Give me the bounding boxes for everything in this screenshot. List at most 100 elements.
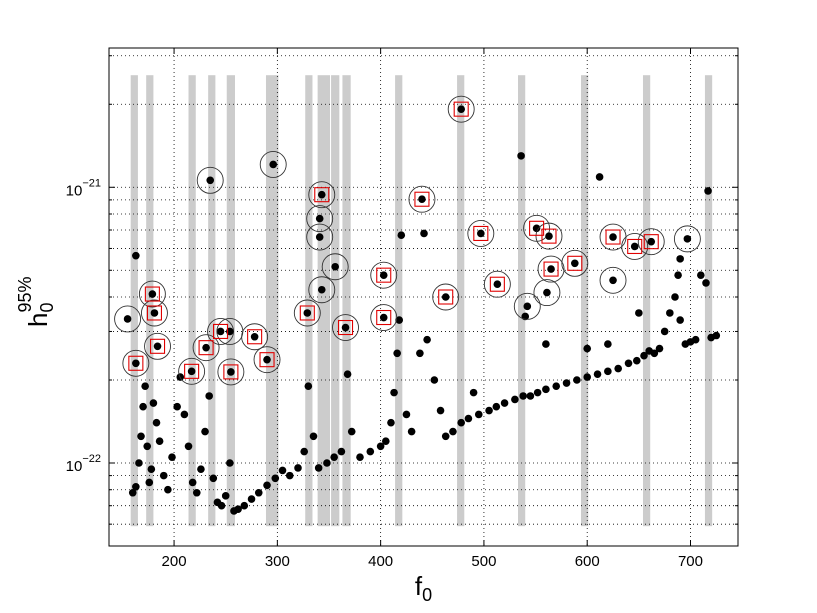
square-marker [567, 255, 583, 271]
band [642, 75, 651, 527]
point [691, 335, 700, 344]
point [655, 344, 664, 353]
square-marker [376, 267, 392, 283]
x-tick-label: 600 [575, 553, 600, 570]
point [317, 285, 326, 294]
point [387, 418, 395, 427]
point [441, 293, 450, 301]
square-marker [198, 340, 214, 356]
point [418, 195, 426, 204]
point [402, 410, 411, 419]
point [202, 343, 210, 352]
point [278, 466, 287, 475]
circle-marker [217, 358, 245, 386]
circle-marker [599, 266, 627, 294]
x-axis-label: f0 [415, 571, 432, 605]
point [393, 349, 401, 358]
point [285, 471, 294, 480]
circle-marker [637, 228, 665, 256]
point [436, 406, 445, 415]
point [164, 485, 172, 494]
square-marker [489, 276, 505, 292]
circle-marker [241, 323, 269, 351]
circle-marker [370, 304, 398, 331]
point [573, 376, 581, 384]
point [702, 279, 710, 287]
point [457, 418, 465, 427]
point [309, 432, 318, 441]
point [217, 501, 226, 510]
point [676, 255, 684, 263]
square-marker [184, 363, 200, 379]
point [474, 410, 483, 419]
circle-marker [114, 305, 142, 333]
y-tick-label-base: 10 [66, 458, 83, 475]
circle-marker [138, 280, 166, 308]
point [263, 481, 271, 490]
circle-marker [122, 349, 150, 377]
point [226, 459, 234, 467]
point [485, 406, 493, 415]
point [323, 459, 331, 467]
point [315, 214, 324, 223]
square-marker [453, 101, 469, 117]
circle-marker [321, 253, 349, 281]
y-axis-label-sup: 95% [15, 276, 35, 312]
point [595, 173, 604, 181]
point [192, 488, 201, 497]
point [420, 229, 428, 238]
square-marker [627, 238, 643, 255]
point [632, 356, 641, 365]
band [395, 75, 403, 527]
circle-marker [561, 249, 589, 277]
point [647, 237, 656, 246]
band [581, 75, 589, 527]
circle-marker [306, 205, 334, 233]
point [240, 501, 249, 510]
point [254, 488, 263, 497]
circle-marker [447, 95, 475, 123]
x-tick-label: 200 [162, 553, 187, 570]
square-marker [299, 305, 315, 321]
point [303, 309, 312, 317]
point [449, 427, 457, 436]
y-axis-label-sub: 0 [37, 303, 57, 313]
point [469, 388, 478, 397]
point [635, 309, 643, 317]
point [542, 340, 550, 348]
point [356, 453, 364, 461]
point [583, 344, 592, 353]
point [604, 367, 612, 376]
point [532, 224, 541, 233]
point [135, 459, 143, 467]
point [300, 447, 309, 456]
circle-marker [673, 225, 701, 253]
point [609, 233, 617, 241]
point [209, 474, 218, 483]
point [511, 395, 519, 404]
point [153, 342, 162, 351]
point [187, 367, 196, 376]
y-axis-label-main: h [23, 313, 53, 327]
point [683, 235, 692, 243]
y-tick-label-exponent: −21 [82, 177, 101, 189]
point [205, 392, 213, 400]
square-marker [438, 289, 454, 305]
point [168, 453, 176, 461]
point [609, 276, 617, 285]
point [614, 364, 622, 373]
square-marker [149, 338, 166, 354]
point [234, 505, 242, 513]
point [221, 492, 230, 500]
circle-marker [408, 185, 436, 213]
x-tick-label: 700 [678, 553, 703, 570]
point [630, 242, 639, 251]
square-marker [643, 234, 659, 250]
point [132, 359, 140, 368]
point [315, 233, 324, 241]
point [269, 160, 278, 169]
circle-marker [306, 223, 334, 251]
x-axis-label-main: f [415, 571, 423, 601]
square-marker [529, 220, 545, 236]
